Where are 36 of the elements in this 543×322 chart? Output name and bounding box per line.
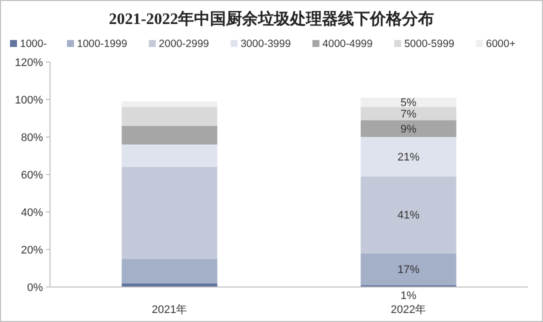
legend-label: 1000- xyxy=(20,38,48,50)
data-label: 1% xyxy=(400,290,417,302)
legend-label: 2000-2999 xyxy=(158,38,210,50)
data-label: 7% xyxy=(400,108,417,120)
bar xyxy=(122,258,218,284)
bar xyxy=(122,126,218,144)
bar xyxy=(122,144,218,167)
y-tick-label: 120% xyxy=(14,56,44,69)
bar xyxy=(360,253,456,286)
legend-label: 3000-3999 xyxy=(240,38,291,50)
bar xyxy=(360,98,456,107)
bar xyxy=(360,120,456,137)
data-label: 5% xyxy=(400,97,417,110)
legend-label: 6000+ xyxy=(486,38,516,50)
y-tick-label: 100% xyxy=(14,94,44,106)
legend-label: 4000-4999 xyxy=(322,38,373,50)
legend-label: 5000-5999 xyxy=(404,38,455,50)
x-tick-label: 2021年 xyxy=(152,304,188,316)
y-tick-label: 20% xyxy=(20,244,44,256)
data-label: 9% xyxy=(400,123,417,136)
x-tick-label: 2022年 xyxy=(390,304,426,316)
bar xyxy=(122,101,218,107)
y-tick-label: 80% xyxy=(20,132,44,144)
y-tick-label: 40% xyxy=(20,206,44,219)
bar xyxy=(360,107,456,120)
bar xyxy=(360,137,456,176)
legend-label: 1000-1999 xyxy=(77,38,128,50)
y-tick-label: 60% xyxy=(20,169,44,182)
chart-title: 2021-2022年中国厨余垃圾处理器线下价格分布 xyxy=(108,10,434,28)
y-tick-label: 0% xyxy=(27,282,44,294)
bar xyxy=(360,176,456,254)
data-label: 41% xyxy=(397,210,420,222)
data-label: 21% xyxy=(397,152,420,164)
data-label: 17% xyxy=(397,264,420,276)
bar xyxy=(122,107,218,126)
bar xyxy=(122,167,218,259)
